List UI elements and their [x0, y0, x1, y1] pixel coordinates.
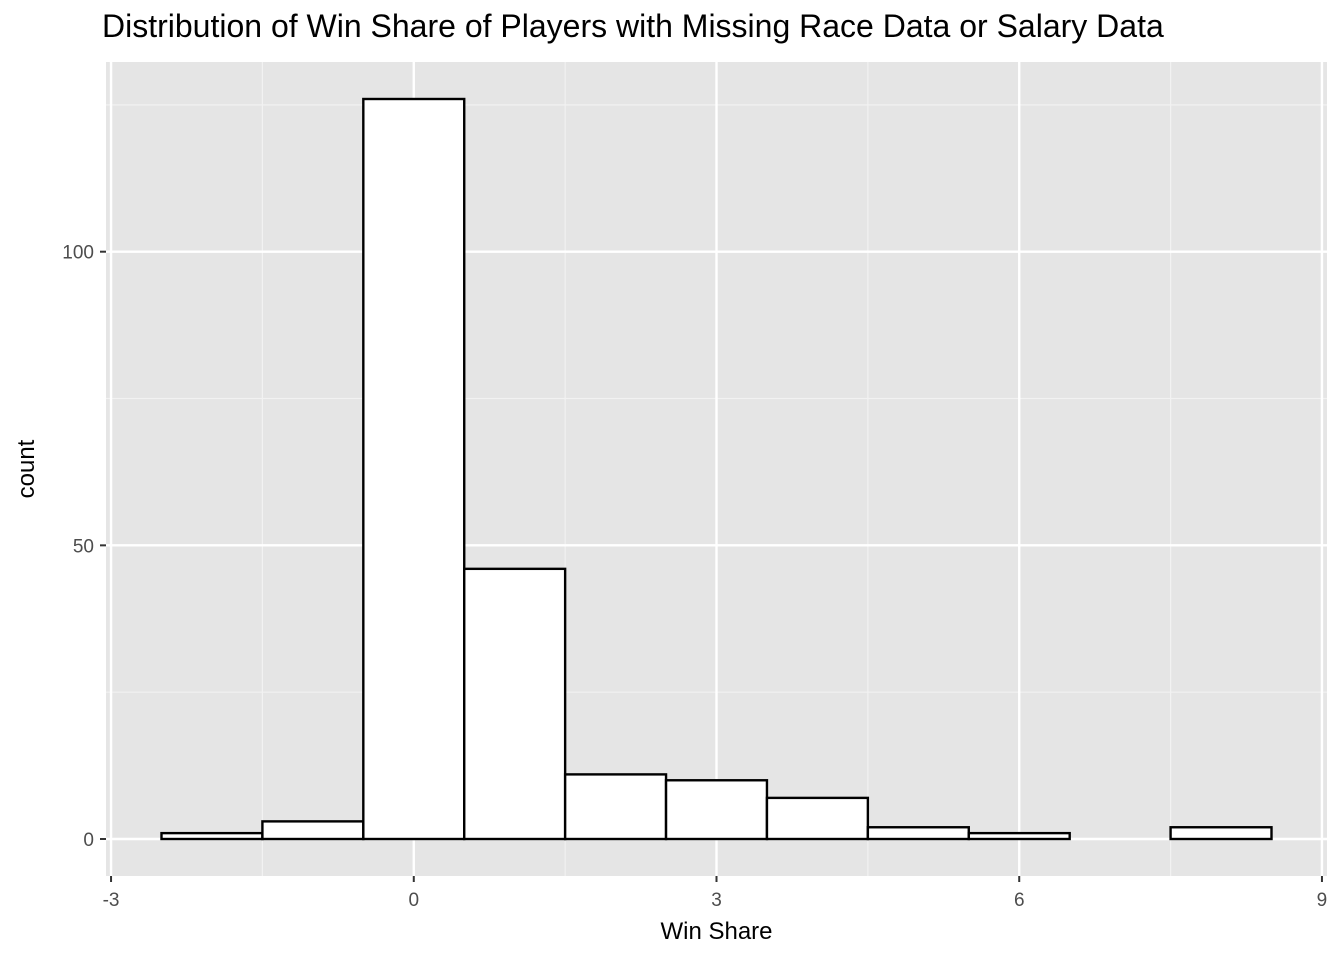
- y-axis: 0 50 100: [62, 243, 106, 851]
- x-axis-title: Win Share: [660, 918, 772, 945]
- x-tick-label: 6: [1014, 890, 1025, 911]
- y-tick-label: 50: [73, 536, 94, 557]
- x-tick-label: 3: [711, 890, 722, 911]
- x-tick-label: 0: [408, 890, 419, 911]
- x-tick-label: -3: [103, 890, 120, 911]
- chart-title: Distribution of Win Share of Players wit…: [102, 8, 1164, 44]
- histogram-bars: [160, 97, 1273, 841]
- histogram-bar: [261, 820, 365, 841]
- x-axis: -3 0 3 6 9: [103, 876, 1328, 911]
- y-axis-title: count: [13, 439, 40, 498]
- histogram-bar: [967, 831, 1071, 841]
- histogram-bar: [563, 773, 668, 841]
- histogram-bar: [362, 97, 466, 841]
- histogram-bar: [664, 779, 769, 841]
- y-tick-label: 0: [83, 830, 94, 851]
- histogram-bar: [1169, 826, 1273, 841]
- x-tick-label: 9: [1317, 890, 1328, 911]
- histogram-bar: [866, 826, 970, 841]
- histogram-bar: [463, 567, 567, 841]
- y-tick-label: 100: [62, 243, 94, 264]
- histogram-bar: [765, 796, 870, 841]
- histogram-bar: [160, 831, 264, 841]
